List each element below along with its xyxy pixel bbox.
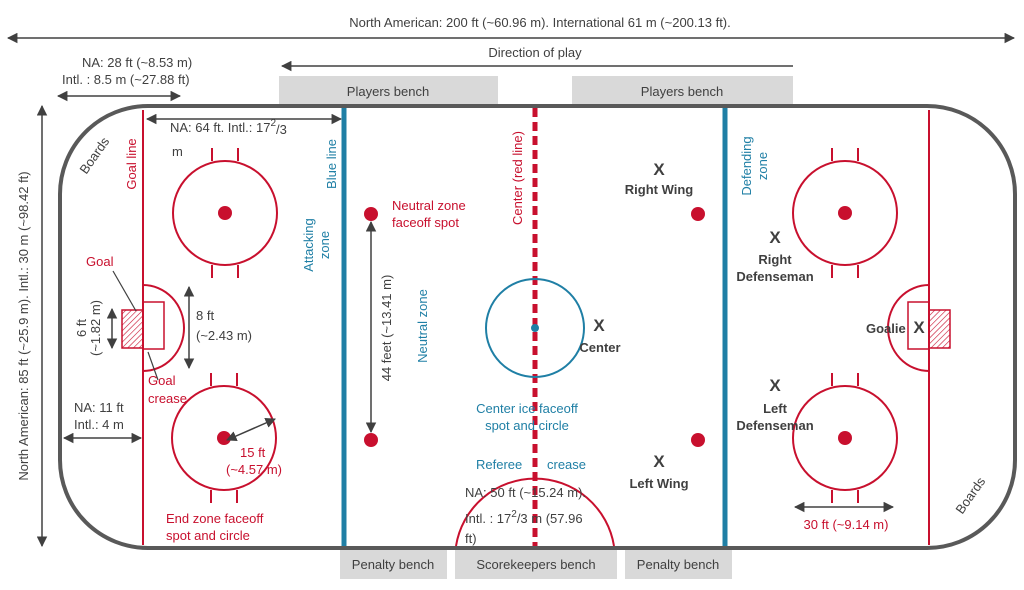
neutral-spot-top-right <box>691 207 705 221</box>
faceoff-distance-label: 30 ft (~9.14 m) <box>804 517 889 532</box>
players-bench-left <box>279 76 498 105</box>
players-bench-right <box>572 76 793 105</box>
referee-dist-main: Intl. : 17 <box>465 511 511 526</box>
goal-crease-label-2: crease <box>148 391 187 406</box>
neutral-distance-label: 44 feet (~13.41 m) <box>379 275 394 382</box>
goal-net-right <box>928 309 951 349</box>
goalie-mark: X <box>913 318 925 337</box>
neutral-spot-label-1: Neutral zone <box>392 198 466 213</box>
boards-distance-label-2: Intl.: 4 m <box>74 417 124 432</box>
referee-dist-sup: 2 <box>511 509 517 520</box>
center-ice-circle <box>485 278 585 378</box>
scorekeepers-bench <box>455 549 617 579</box>
goal-crease-label-1: Goal <box>148 373 176 388</box>
center-line-label: Center (red line) <box>510 131 525 225</box>
penalty-bench-left-label: Penalty bench <box>352 557 434 572</box>
players-bench-left-label: Players bench <box>347 84 429 99</box>
right-wing-label: Right Wing <box>625 182 694 197</box>
crease-pointer <box>147 351 159 381</box>
goal-distance-label-2: Intl. : 8.5 m (~27.88 ft) <box>62 72 190 87</box>
penalty-bench-right <box>625 549 732 579</box>
endzone-length-main: NA: 64 ft. Intl.: 17 <box>170 120 270 135</box>
left-wing-mark: X <box>653 452 665 471</box>
goal-pointer <box>112 270 137 312</box>
penalty-bench-left <box>340 549 447 579</box>
goal-distance-label-1: NA: 28 ft (~8.53 m) <box>82 55 192 70</box>
left-defenseman-label-2: Defenseman <box>736 418 813 433</box>
left-defenseman-mark: X <box>769 376 781 395</box>
center-ice-spot <box>531 324 539 332</box>
goalie-label: Goalie <box>866 321 906 336</box>
left-wing-label: Left Wing <box>629 476 688 491</box>
crease-label: crease <box>547 457 586 472</box>
crease-width-label-1: 8 ft <box>196 308 214 323</box>
total-length-label: North American: 200 ft (~60.96 m). Inter… <box>349 15 731 30</box>
crease-width-label-2: (~2.43 m) <box>196 328 252 343</box>
endzone-spot-label-2: spot and circle <box>166 528 250 543</box>
endzone-length-unit: m <box>172 144 183 159</box>
neutral-spot-bottom-right <box>691 433 705 447</box>
endzone-circle-top-right <box>792 148 898 278</box>
goal-line-label: Goal line <box>124 138 139 189</box>
center-ice-label-2: spot and circle <box>485 418 569 433</box>
goal-area-right <box>907 301 930 350</box>
neutral-spot-bottom-left <box>364 433 378 447</box>
endzone-circle-top-left <box>172 148 278 278</box>
scorekeepers-bench-label: Scorekeepers bench <box>476 557 595 572</box>
boards-distance-label-1: NA: 11 ft <box>74 400 124 415</box>
referee-crease <box>455 477 615 547</box>
boards-label-left: Boards <box>76 134 112 177</box>
attacking-zone-label-2: zone <box>317 231 332 259</box>
goal-area-left <box>142 301 165 350</box>
endzone-length-sub: /3 <box>276 122 287 137</box>
goal-net-left <box>121 309 144 349</box>
referee-label: Referee <box>476 457 522 472</box>
penalty-bench-right-label: Penalty bench <box>637 557 719 572</box>
center-label: Center <box>579 340 620 355</box>
width-label: North American: 85 ft (~25.9 m). Intl.: … <box>16 171 31 480</box>
defending-zone-label-1: Defending <box>739 136 754 195</box>
goal-width-label-2: (~1.82 m) <box>88 300 103 356</box>
referee-dist-label-1: NA: 50 ft (~15.24 m). <box>465 485 586 500</box>
center-ice-label-1: Center ice faceoff <box>476 401 578 416</box>
radius-label-2: (~4.57 m) <box>226 462 282 477</box>
endzone-circle-bottom-right <box>792 373 898 503</box>
referee-dist-rest: /3 m (57.96 <box>517 511 583 526</box>
defending-zone-label-2: zone <box>755 152 770 180</box>
goal-width-label-1: 6 ft <box>74 319 89 337</box>
neutral-zone-label: Neutral zone <box>415 289 430 363</box>
boards-label-right: Boards <box>952 474 988 517</box>
radius-label-1: 15 ft <box>240 445 266 460</box>
direction-label: Direction of play <box>488 45 582 60</box>
rink-boards <box>58 104 1017 550</box>
endzone-spot-label-1: End zone faceoff <box>166 511 264 526</box>
endzone-length-sup: 2 <box>270 118 276 129</box>
goal-crease-right <box>887 284 930 372</box>
referee-dist-label-3: ft) <box>465 531 477 546</box>
right-defenseman-mark: X <box>769 228 781 247</box>
endzone-circle-bottom-left <box>171 373 277 503</box>
radius-arrow <box>226 417 276 442</box>
left-defenseman-label-1: Left <box>763 401 788 416</box>
center-mark: X <box>593 316 605 335</box>
right-defenseman-label-2: Defenseman <box>736 269 813 284</box>
right-wing-mark: X <box>653 160 665 179</box>
endzone-length-label: NA: 64 ft. Intl.: 172/3 <box>170 118 287 137</box>
referee-dist-label-2: Intl. : 172/3 m (57.96 <box>465 509 583 526</box>
neutral-spot-label-2: faceoff spot <box>392 215 459 230</box>
neutral-spot-top-left <box>364 207 378 221</box>
right-defenseman-label-1: Right <box>758 252 792 267</box>
players-bench-right-label: Players bench <box>641 84 723 99</box>
attacking-zone-label-1: Attacking <box>301 218 316 271</box>
goal-label: Goal <box>86 254 114 269</box>
blue-line-label: Blue line <box>324 139 339 189</box>
